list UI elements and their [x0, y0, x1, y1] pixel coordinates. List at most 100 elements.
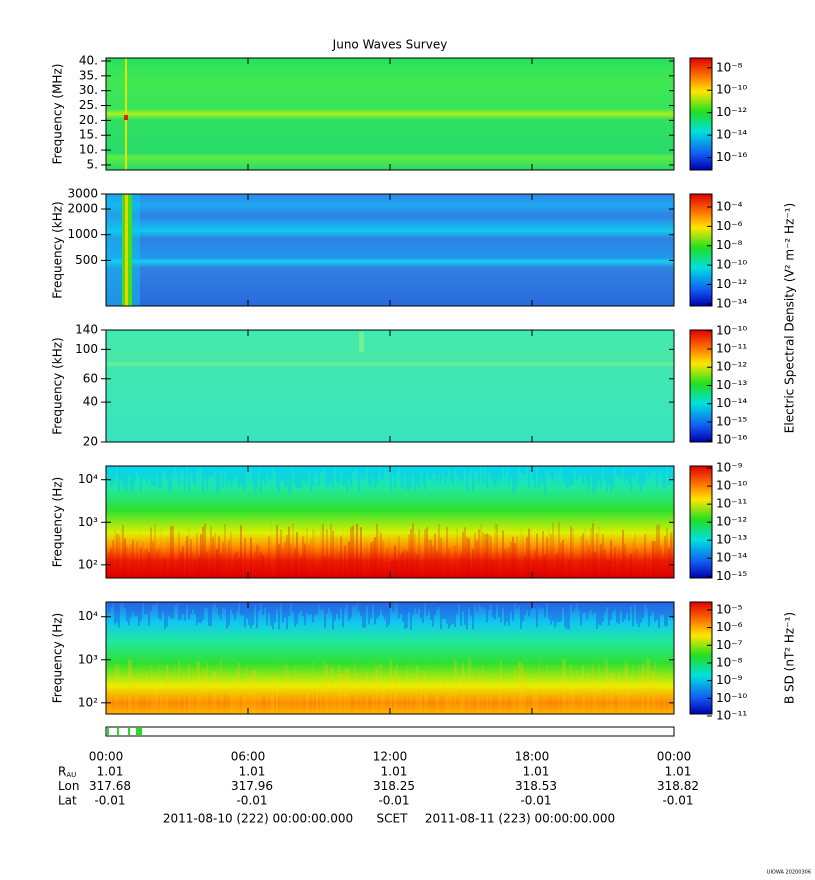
spectrogram-texture — [578, 676, 580, 714]
spectrogram-texture — [600, 602, 602, 626]
spectrogram-texture — [280, 529, 282, 578]
spectrogram-texture — [340, 466, 342, 473]
spectrogram-texture — [314, 466, 316, 475]
colorbar-tick-label: 10⁻¹⁵ — [716, 569, 747, 583]
spectrogram-texture — [194, 602, 196, 614]
spectrogram-texture — [482, 532, 484, 578]
spectrogram-texture — [258, 466, 260, 468]
spectrogram-texture — [362, 466, 364, 480]
spectrogram-texture — [552, 466, 554, 482]
spectrogram-texture — [652, 671, 654, 714]
spectrogram-texture — [310, 675, 312, 714]
spectrogram-texture — [334, 538, 336, 578]
spectrogram-texture — [130, 544, 132, 578]
ephemeris-value: 317.96 — [231, 779, 273, 793]
spectrogram-texture — [594, 602, 596, 613]
spectrogram-texture — [446, 466, 448, 477]
spectrogram-texture — [156, 466, 158, 476]
spectrogram-texture — [138, 466, 140, 477]
spectrogram-texture — [334, 466, 336, 468]
spectrogram-texture — [464, 527, 466, 578]
spectrogram-texture — [592, 523, 594, 578]
spectrogram-texture — [466, 689, 468, 714]
colorbar-tick-label: 10⁻¹² — [716, 277, 747, 291]
spectrogram-texture — [342, 602, 344, 628]
spectrogram-texture — [244, 537, 246, 578]
spectrogram-texture — [452, 602, 454, 624]
spectrogram-texture — [380, 602, 382, 610]
spectrogram-texture — [622, 529, 624, 578]
spectrogram-texture — [554, 535, 556, 578]
spectrogram-texture — [520, 602, 522, 629]
spectrogram-texture — [194, 466, 196, 486]
spectrogram-texture — [430, 540, 432, 578]
spectrogram-texture — [194, 559, 196, 578]
spectrogram-texture — [408, 534, 410, 578]
spectrogram-texture — [564, 602, 566, 628]
spectrogram-texture — [228, 690, 230, 714]
colorbar-tick-label: 10⁻¹¹ — [716, 342, 747, 356]
spectrogram-texture — [434, 533, 436, 578]
spectrogram-texture — [126, 697, 128, 714]
y-tick-label: 30. — [79, 83, 98, 97]
spectrogram-texture — [522, 664, 524, 714]
spectrogram-texture — [426, 527, 428, 578]
spectrogram-texture — [292, 602, 294, 613]
spectrogram-texture — [336, 602, 338, 614]
spectrogram-texture — [222, 541, 224, 578]
spectrogram-texture — [556, 665, 558, 714]
spectrogram-texture — [328, 556, 330, 578]
spectrogram-texture — [340, 602, 342, 608]
spectrogram-texture — [480, 666, 482, 714]
spectrogram-texture — [340, 536, 342, 578]
spectrogram-texture — [106, 696, 108, 714]
spectrogram-texture — [432, 602, 434, 627]
spectrogram-texture — [152, 466, 154, 486]
spectrogram-texture — [382, 602, 384, 617]
spectrogram-texture — [132, 466, 134, 491]
spectrogram-texture — [304, 543, 306, 578]
spectrogram-texture — [536, 690, 538, 714]
spectrogram-texture — [656, 466, 658, 487]
y-tick-label: 10⁴ — [78, 609, 98, 623]
spectrogram-texture — [162, 687, 164, 714]
spectrogram-texture — [226, 543, 228, 578]
spectrogram-texture — [306, 691, 308, 714]
spectrogram-texture — [390, 561, 392, 578]
spectrogram-texture — [542, 671, 544, 714]
spectrogram-texture — [322, 466, 324, 471]
spectrogram-texture — [258, 691, 260, 714]
spectrogram-texture — [568, 684, 570, 714]
spectrogram-texture — [602, 602, 604, 622]
spectrogram-texture — [168, 602, 170, 617]
spectrogram-texture — [458, 692, 460, 714]
spectrogram-texture — [266, 466, 268, 474]
spectrogram-texture — [202, 668, 204, 714]
spectrogram-texture — [388, 536, 390, 578]
spectrogram-texture — [510, 685, 512, 714]
spectrogram-texture — [624, 661, 626, 714]
spectrogram-texture — [664, 694, 666, 714]
spectrogram-texture — [134, 466, 136, 482]
spectrogram-texture — [170, 526, 172, 578]
spectrogram-texture — [330, 523, 332, 578]
spectrogram-texture — [430, 466, 432, 481]
spectrogram-texture — [662, 602, 664, 615]
spectrogram-texture — [456, 466, 458, 475]
spectrogram-texture — [402, 685, 404, 714]
spectrogram-texture — [312, 602, 314, 623]
spectrogram-texture — [574, 602, 576, 609]
spectrogram-texture — [488, 602, 490, 610]
spectrogram-texture — [264, 602, 266, 608]
spectrogram-texture — [356, 524, 358, 578]
spectrogram-texture — [572, 688, 574, 714]
spectrogram-texture — [166, 665, 168, 714]
spectrogram-texture — [266, 555, 268, 578]
spectrogram-texture — [198, 556, 200, 578]
spectrogram-texture — [456, 662, 458, 714]
spectrogram-texture — [224, 602, 226, 609]
spectrogram-texture — [412, 658, 414, 714]
spectrogram-texture — [194, 694, 196, 714]
spectrogram-texture — [144, 689, 146, 714]
spectrogram-texture — [396, 560, 398, 578]
